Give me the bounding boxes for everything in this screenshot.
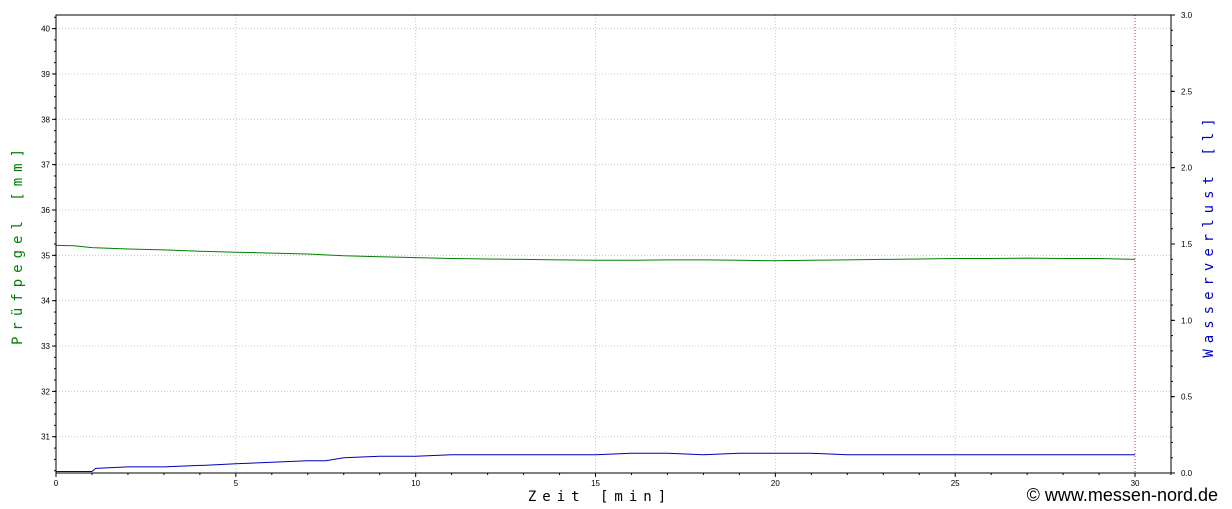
tick-layer: 0 5 10 15 20 25 30 31 32 33 34 35 36 37 38 39 40 0.0 0.5 1.… bbox=[41, 11, 1193, 488]
plot-frame bbox=[55, 14, 1172, 474]
y-right-tick-label: 1.0 bbox=[1181, 316, 1193, 325]
y-right-tick-label: 0.0 bbox=[1181, 469, 1193, 478]
y-axis-right-title: Wasserverlust [l] bbox=[1201, 112, 1217, 357]
y-left-tick-label: 39 bbox=[41, 70, 50, 79]
x-tick-label: 15 bbox=[591, 479, 600, 488]
y-left-tick-label: 33 bbox=[41, 342, 50, 351]
grid bbox=[56, 15, 1171, 473]
x-tick-label: 30 bbox=[1131, 479, 1140, 488]
y-axis-left-title: Prüfpegel [mm] bbox=[10, 143, 26, 345]
x-tick-label: 0 bbox=[54, 479, 59, 488]
copyright-credit: © www.messen-nord.de bbox=[1026, 485, 1218, 505]
series-layer bbox=[55, 15, 1136, 473]
y-left-tick-label: 35 bbox=[41, 251, 50, 260]
y-right-tick-label: 0.5 bbox=[1181, 393, 1193, 402]
x-axis-title: Zeit [min] bbox=[528, 489, 672, 505]
y-left-tick-label: 34 bbox=[41, 297, 50, 306]
y-left-tick-label: 31 bbox=[41, 433, 50, 442]
y-right-tick-label: 2.5 bbox=[1181, 87, 1193, 96]
y-left-tick-label: 37 bbox=[41, 161, 50, 170]
x-tick-label: 20 bbox=[771, 479, 780, 488]
y-right-tick-label: 2.0 bbox=[1181, 164, 1193, 173]
y-right-tick-label: 1.5 bbox=[1181, 240, 1193, 249]
y-left-tick-label: 32 bbox=[41, 387, 50, 396]
test-level-line bbox=[55, 244, 1136, 262]
y-left-tick-label: 40 bbox=[41, 25, 50, 34]
x-tick-label: 10 bbox=[411, 479, 420, 488]
x-tick-label: 25 bbox=[951, 479, 960, 488]
y-left-tick-label: 36 bbox=[41, 206, 50, 215]
y-left-tick-label: 38 bbox=[41, 115, 50, 124]
x-tick-label: 5 bbox=[234, 479, 239, 488]
y-right-tick-label: 3.0 bbox=[1181, 11, 1193, 20]
water-loss-line bbox=[56, 452, 1135, 472]
